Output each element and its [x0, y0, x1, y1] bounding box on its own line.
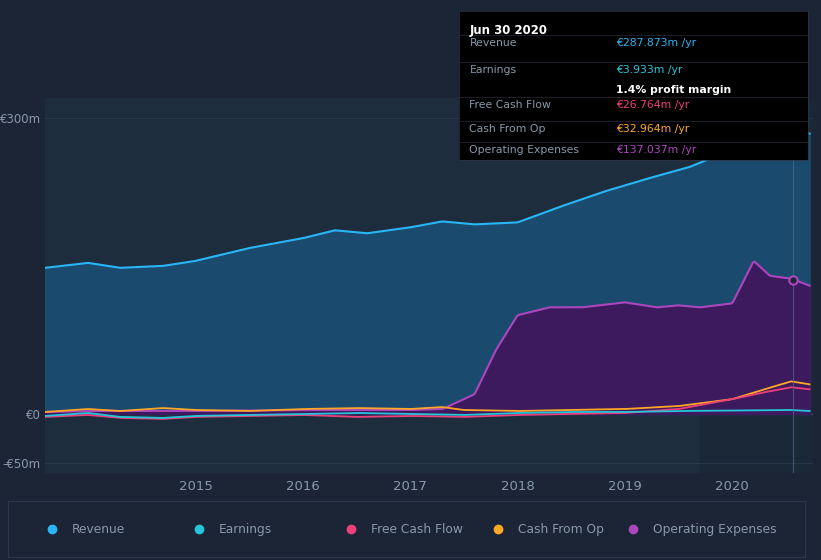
Text: €26.764m /yr: €26.764m /yr	[616, 100, 689, 110]
Text: Free Cash Flow: Free Cash Flow	[470, 100, 551, 110]
Text: Revenue: Revenue	[470, 38, 517, 48]
Text: €3.933m /yr: €3.933m /yr	[616, 64, 682, 74]
Text: Jun 30 2020: Jun 30 2020	[470, 24, 548, 37]
Text: Operating Expenses: Operating Expenses	[470, 145, 580, 155]
Text: Earnings: Earnings	[219, 522, 273, 536]
Text: Cash From Op: Cash From Op	[518, 522, 603, 536]
Text: €287.873m /yr: €287.873m /yr	[616, 38, 696, 48]
Text: Free Cash Flow: Free Cash Flow	[370, 522, 462, 536]
Text: 1.4% profit margin: 1.4% profit margin	[616, 86, 732, 95]
Text: Earnings: Earnings	[470, 64, 516, 74]
Bar	[700, 98, 813, 473]
Text: Operating Expenses: Operating Expenses	[654, 522, 777, 536]
Text: Cash From Op: Cash From Op	[470, 124, 546, 134]
Text: Revenue: Revenue	[72, 522, 125, 536]
Text: €32.964m /yr: €32.964m /yr	[616, 124, 689, 134]
Text: €137.037m /yr: €137.037m /yr	[616, 145, 696, 155]
